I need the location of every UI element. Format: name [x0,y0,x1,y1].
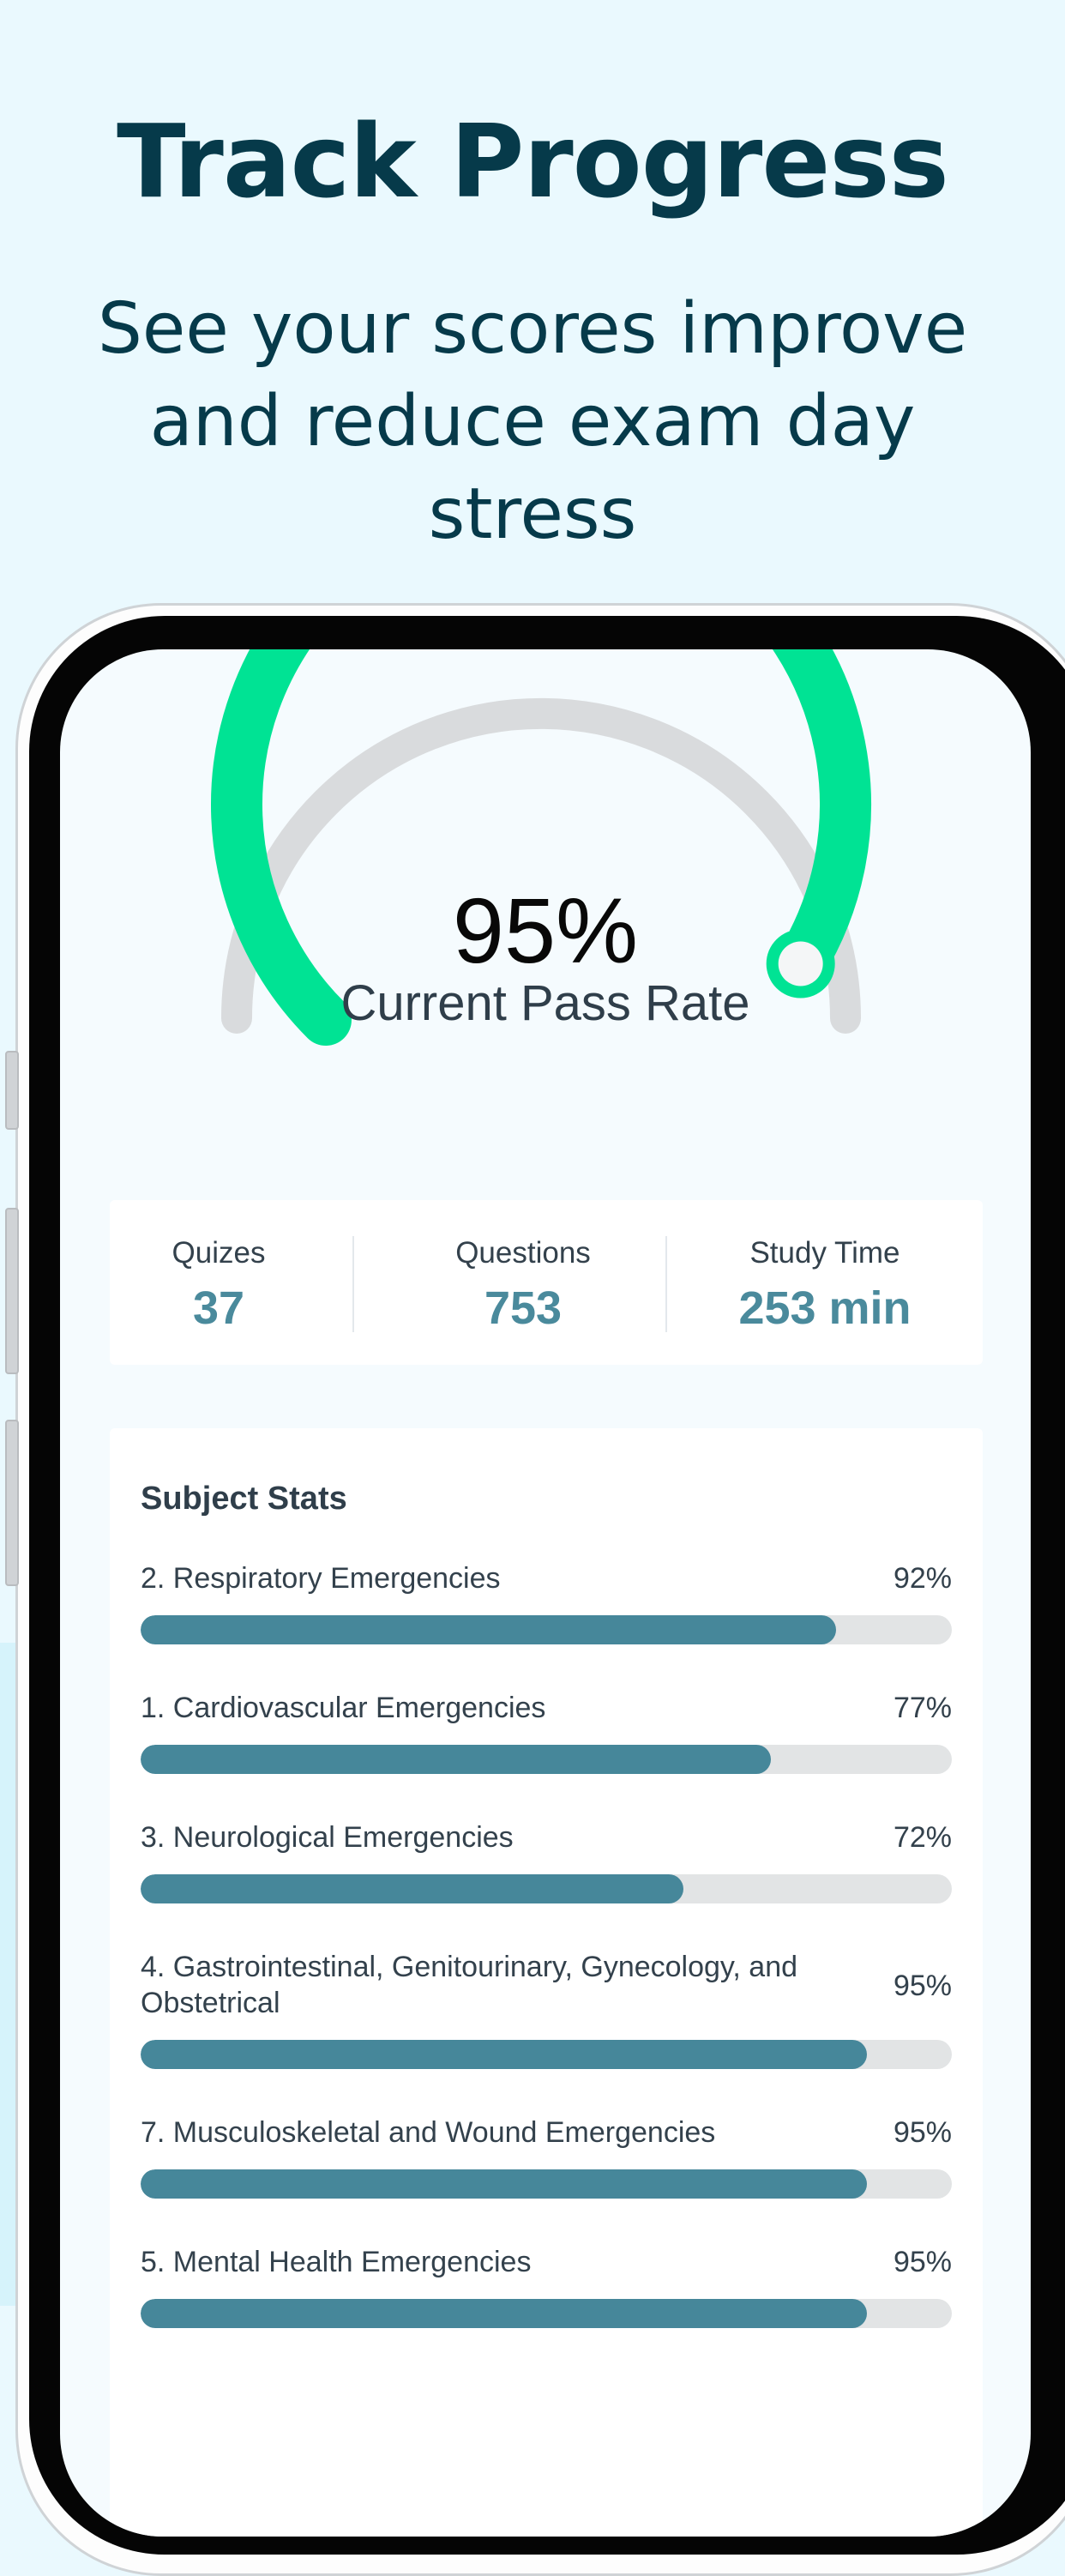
subject-percent: 77% [893,1692,952,1724]
subject-stats-card: Subject Stats 2. Respiratory Emergencies… [110,1428,983,2537]
gauge-knob-center [778,941,823,986]
subject-progress-fill [141,1615,836,1644]
questions-value: 753 [484,1282,563,1334]
subject-name: 3. Neurological Emergencies [141,1821,514,1854]
subject-name: 7. Musculoskeletal and Wound Emergencies [141,2116,716,2149]
gauge-fill [211,649,871,1047]
subject-name: 5. Mental Health Emergencies [141,2246,532,2278]
subject-progress-track [141,2299,952,2328]
pass-rate-label: Current Pass Rate [340,975,750,1031]
subject-stats-title: Subject Stats [141,1481,347,1517]
gauge-track [221,698,861,1034]
subject-progress-fill [141,2299,867,2328]
summary-divider [665,1236,667,1332]
subject-name: 4. Gastrointestinal, Genitourinary, Gyne… [141,1951,798,2019]
questions-label: Questions [455,1236,591,1270]
summary-card: Quizes 37 Questions 753 Study Time 253 m… [110,1200,983,1365]
subject-progress-fill [141,1874,683,1903]
subject-progress-track [141,2169,952,2199]
summary-quizzes: Quizes 37 [110,1200,328,1365]
quizzes-value: 37 [192,1282,245,1334]
phone-side-button-volume-up [5,1208,19,1374]
summary-study-time: Study Time 253 min [667,1200,983,1365]
phone-side-button-mute [5,1051,19,1130]
study-time-value: 253 min [738,1282,912,1334]
subject-percent: 95% [893,2246,952,2278]
subject-percent: 92% [893,1562,952,1595]
pass-rate-value: 95% [452,878,639,982]
summary-divider [352,1236,354,1332]
phone-screen: 95% Current Pass Rate Quizes 37 Question… [60,649,1031,2537]
headline: Track Progress [117,102,949,220]
subject-percent: 72% [893,1821,952,1854]
subject-progress-track [141,1615,952,1644]
subject-percent: 95% [893,1970,952,2002]
subheadline: See your scores improve and reduce exam … [97,288,968,555]
subject-progress-fill [141,2040,867,2069]
phone-side-button-volume-down [5,1420,19,1586]
study-time-label: Study Time [749,1236,900,1270]
subject-progress-fill [141,1745,772,1774]
quizzes-label: Quizes [171,1236,266,1270]
subject-progress-track [141,2040,952,2069]
subject-percent: 95% [893,2116,952,2149]
summary-questions: Questions 753 [355,1200,691,1365]
subject-progress-track [141,1874,952,1903]
pass-rate-gauge [211,649,871,1047]
subject-progress-fill [141,2169,867,2199]
subject-name: 1. Cardiovascular Emergencies [141,1692,546,1724]
subject-progress-track [141,1745,952,1774]
subject-name: 2. Respiratory Emergencies [141,1562,501,1595]
